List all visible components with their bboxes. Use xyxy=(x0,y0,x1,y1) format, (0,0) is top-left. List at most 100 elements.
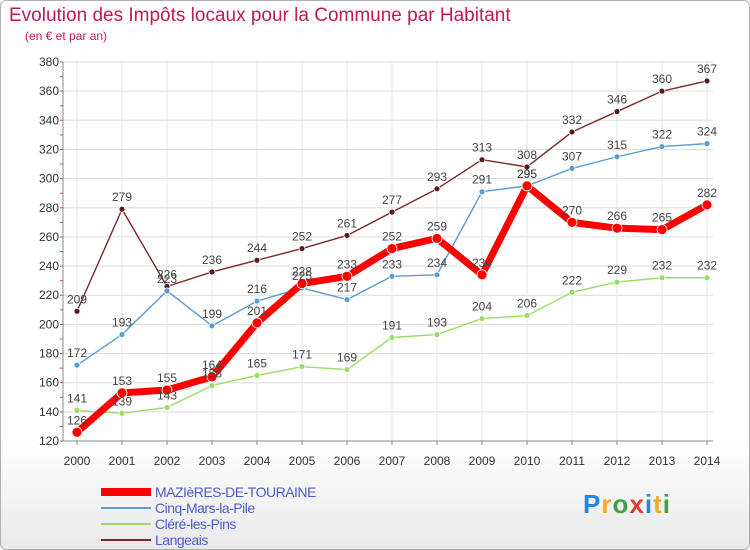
data-label: 226 xyxy=(157,267,177,281)
data-label: 259 xyxy=(427,219,447,233)
data-point xyxy=(208,382,216,390)
data-point xyxy=(431,232,443,244)
legend-item: Cléré-les-Pins xyxy=(101,516,401,533)
logo-letter: i xyxy=(662,489,671,519)
data-point xyxy=(521,180,533,192)
logo-letter: x xyxy=(629,489,645,519)
data-label: 277 xyxy=(382,193,402,207)
data-label: 223 xyxy=(157,272,177,286)
data-point xyxy=(386,243,398,254)
x-tick-label: 2004 xyxy=(244,454,271,468)
logo-letter: o xyxy=(612,489,630,519)
data-label: 233 xyxy=(337,257,357,271)
data-label: 229 xyxy=(607,263,627,277)
chart-subtitle: (en € et par an) xyxy=(25,29,108,43)
data-label: 367 xyxy=(697,62,717,76)
data-point xyxy=(116,387,128,399)
legend-label: Cléré-les-Pins xyxy=(155,516,236,532)
data-label: 308 xyxy=(517,148,537,162)
data-label: 234 xyxy=(427,256,447,270)
logo-letter: i xyxy=(644,489,654,519)
legend-label: Cinq-Mars-la-Pile xyxy=(155,500,255,516)
data-label: 201 xyxy=(247,304,267,318)
data-label: 266 xyxy=(607,209,627,223)
data-label: 228 xyxy=(292,265,312,279)
data-point xyxy=(433,331,441,338)
x-tick-label: 2002 xyxy=(154,454,181,468)
y-tick-label: 260 xyxy=(39,230,59,244)
y-tick-label: 160 xyxy=(39,376,59,390)
data-point xyxy=(566,216,578,228)
data-point xyxy=(568,288,576,296)
data-point xyxy=(658,274,666,282)
data-point xyxy=(613,153,621,161)
data-point xyxy=(118,409,126,417)
data-point xyxy=(206,371,218,383)
x-tick-label: 2013 xyxy=(649,454,676,468)
data-point xyxy=(298,245,306,252)
data-label: 252 xyxy=(292,230,312,244)
data-label: 139 xyxy=(112,394,132,408)
data-label: 315 xyxy=(607,138,627,152)
data-point xyxy=(208,268,216,276)
x-tick-label: 2005 xyxy=(289,454,316,468)
data-label: 153 xyxy=(112,374,132,388)
logo-letter: r xyxy=(601,489,613,519)
chart-title: Evolution des Impôts locaux pour la Comm… xyxy=(9,5,511,26)
data-point xyxy=(296,278,308,289)
x-tick-label: 2001 xyxy=(109,454,136,468)
data-label: 291 xyxy=(472,173,492,187)
logo-letter: P xyxy=(583,489,602,519)
data-point xyxy=(703,274,711,282)
data-label: 346 xyxy=(607,93,627,107)
data-point xyxy=(118,331,126,338)
data-label: 172 xyxy=(67,346,87,360)
data-label: 193 xyxy=(427,316,447,330)
data-point xyxy=(73,406,81,414)
data-label: 158 xyxy=(202,367,222,381)
data-label: 360 xyxy=(652,72,672,86)
data-point xyxy=(163,404,171,411)
data-point xyxy=(253,297,261,305)
y-tick-label: 120 xyxy=(39,434,59,448)
data-label: 126 xyxy=(67,413,87,427)
data-label: 204 xyxy=(472,300,492,314)
data-label: 216 xyxy=(247,282,267,296)
x-tick-label: 2010 xyxy=(514,454,541,468)
data-label: 143 xyxy=(157,388,177,402)
data-point xyxy=(523,312,531,320)
data-point xyxy=(433,271,441,279)
data-point xyxy=(613,108,621,115)
legend-label: Langeais xyxy=(155,532,208,548)
legend-label: MAZIèRES-DE-TOURAINE xyxy=(155,484,316,500)
legend-item: Cinq-Mars-la-Pile xyxy=(101,500,401,517)
data-point xyxy=(478,188,486,196)
data-point xyxy=(703,77,711,85)
data-point xyxy=(251,317,263,329)
data-label: 293 xyxy=(427,170,447,184)
proxiti-logo: Proxiti xyxy=(583,489,671,520)
x-tick-label: 2007 xyxy=(379,454,406,468)
data-point xyxy=(343,232,351,239)
data-point xyxy=(478,315,486,322)
data-point xyxy=(433,185,441,193)
data-point xyxy=(703,140,711,148)
data-point xyxy=(656,224,668,236)
x-tick-label: 2011 xyxy=(559,454,585,468)
data-label: 234 xyxy=(472,256,492,270)
x-tick-label: 2009 xyxy=(469,454,496,468)
data-label: 244 xyxy=(247,241,267,255)
logo-letter: t xyxy=(653,489,663,519)
data-label: 279 xyxy=(112,190,132,204)
data-label: 332 xyxy=(562,113,582,127)
data-label: 206 xyxy=(517,297,537,311)
data-label: 199 xyxy=(202,307,222,321)
y-tick-label: 240 xyxy=(39,259,59,273)
data-label: 165 xyxy=(247,356,267,370)
y-tick-label: 180 xyxy=(39,347,59,361)
y-tick-label: 200 xyxy=(39,317,59,331)
y-tick-label: 360 xyxy=(39,84,59,98)
y-tick-label: 320 xyxy=(39,142,59,156)
legend-item: Langeais xyxy=(101,532,401,549)
